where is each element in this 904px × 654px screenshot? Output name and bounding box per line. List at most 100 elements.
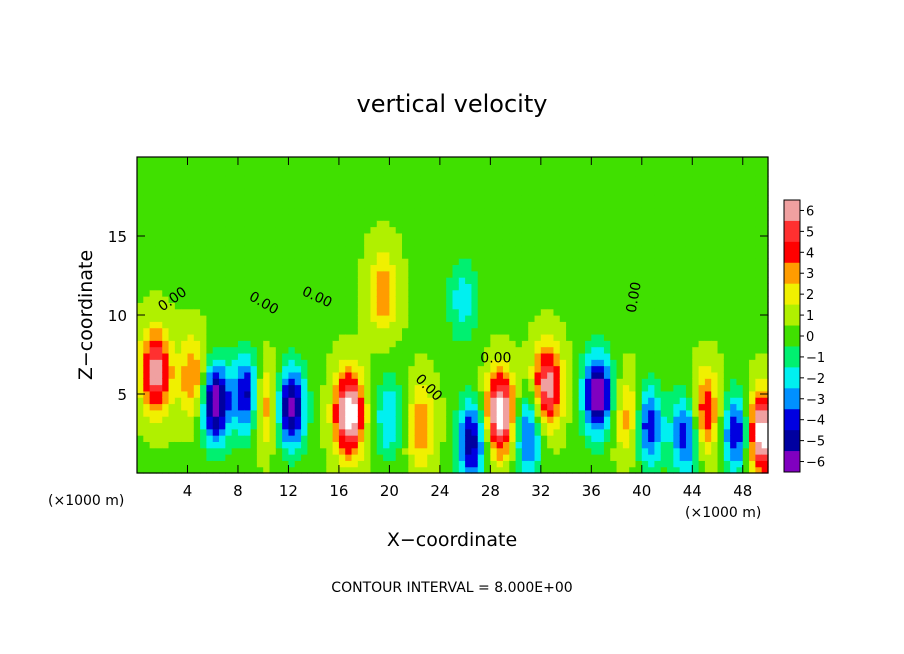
- field-cell: [219, 384, 226, 392]
- field-cell: [698, 409, 706, 417]
- field-cell: [547, 321, 555, 329]
- field-cell: [704, 428, 712, 436]
- field-cell: [711, 283, 719, 291]
- field-cell: [572, 409, 580, 417]
- field-cell: [755, 359, 763, 367]
- field-cell: [370, 409, 378, 417]
- field-cell: [597, 270, 605, 278]
- field-cell: [723, 289, 731, 297]
- field-cell: [749, 194, 756, 202]
- field-cell: [629, 466, 637, 474]
- field-cell: [225, 169, 233, 177]
- field-cell: [288, 207, 296, 215]
- field-cell: [200, 220, 208, 228]
- field-cell: [578, 327, 586, 335]
- field-cell: [572, 327, 580, 335]
- field-cell: [288, 277, 296, 284]
- field-cell: [635, 403, 643, 411]
- field-cell: [237, 213, 245, 221]
- field-cell: [206, 283, 214, 291]
- field-cell: [585, 163, 592, 171]
- field-cell: [187, 321, 195, 329]
- field-cell: [282, 182, 290, 190]
- field-cell: [149, 226, 157, 234]
- field-cell: [477, 428, 485, 436]
- field-cell: [679, 409, 687, 417]
- field-cell: [465, 460, 473, 468]
- field-cell: [162, 390, 170, 398]
- field-cell: [622, 359, 630, 367]
- field-cell: [294, 435, 302, 442]
- field-cell: [332, 365, 340, 373]
- field-cell: [465, 289, 473, 297]
- field-cell: [326, 245, 334, 253]
- field-cell: [383, 277, 390, 284]
- field-cell: [730, 441, 738, 449]
- field-cell: [515, 239, 523, 247]
- field-cell: [181, 308, 189, 316]
- field-cell: [402, 194, 409, 202]
- field-cell: [357, 416, 365, 424]
- field-cell: [553, 226, 561, 234]
- field-cell: [364, 346, 372, 354]
- field-cell: [572, 460, 580, 468]
- field-cell: [269, 352, 277, 360]
- field-cell: [212, 346, 220, 354]
- field-cell: [282, 232, 290, 240]
- field-cell: [155, 213, 163, 221]
- field-cell: [206, 460, 214, 468]
- field-cell: [553, 409, 561, 417]
- field-cell: [326, 277, 334, 284]
- field-cell: [698, 289, 706, 297]
- field-cell: [149, 327, 157, 335]
- field-cell: [294, 315, 302, 322]
- field-cell: [193, 416, 201, 424]
- field-cell: [717, 232, 725, 240]
- field-cell: [181, 454, 189, 461]
- field-cell: [231, 321, 239, 329]
- field-cell: [402, 220, 409, 228]
- field-cell: [452, 315, 460, 322]
- field-cell: [357, 422, 365, 430]
- field-cell: [200, 296, 208, 303]
- field-cell: [761, 245, 769, 253]
- field-cell: [660, 213, 668, 221]
- field-cell: [263, 333, 271, 341]
- field-cell: [465, 220, 473, 228]
- field-cell: [332, 428, 340, 436]
- field-cell: [168, 302, 176, 310]
- field-cell: [698, 201, 706, 209]
- field-cell: [572, 213, 580, 221]
- field-cell: [149, 220, 157, 228]
- field-cell: [275, 213, 283, 221]
- field-cell: [547, 258, 555, 266]
- field-cell: [345, 466, 353, 474]
- field-cell: [458, 409, 466, 417]
- field-cell: [326, 226, 334, 234]
- field-cell: [622, 232, 630, 240]
- field-cell: [553, 340, 561, 348]
- field-cell: [540, 390, 548, 398]
- field-cell: [193, 365, 201, 373]
- field-cell: [673, 289, 681, 297]
- field-cell: [622, 397, 630, 405]
- field-cell: [193, 302, 201, 310]
- field-cell: [591, 333, 599, 341]
- field-cell: [679, 327, 687, 335]
- field-cell: [282, 371, 290, 379]
- field-cell: [231, 163, 239, 171]
- field-cell: [692, 466, 700, 474]
- field-cell: [301, 346, 308, 354]
- field-cell: [427, 321, 435, 329]
- field-cell: [256, 258, 264, 266]
- field-cell: [414, 283, 422, 291]
- field-cell: [540, 378, 548, 386]
- field-cell: [263, 428, 271, 436]
- field-cell: [143, 315, 151, 322]
- field-cell: [269, 346, 277, 354]
- field-cell: [723, 277, 731, 284]
- field-cell: [553, 194, 561, 202]
- field-cell: [471, 378, 479, 386]
- field-cell: [433, 422, 441, 430]
- field-cell: [250, 289, 258, 297]
